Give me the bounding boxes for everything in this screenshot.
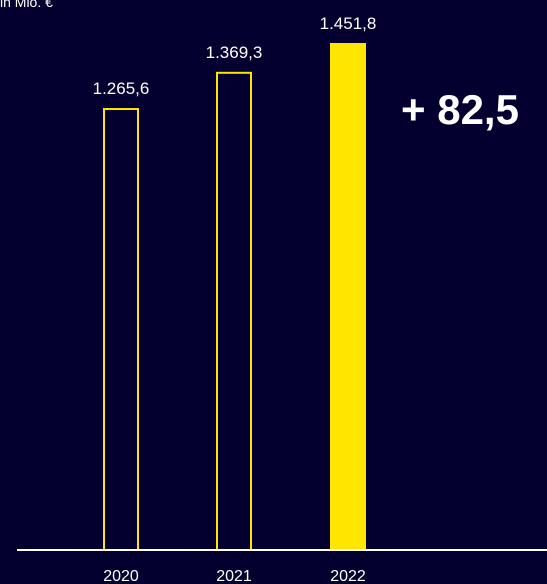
x-tick-label-2021: 2021 xyxy=(216,568,252,584)
bar-2021 xyxy=(216,71,252,551)
delta-label: + 82,5 xyxy=(401,86,519,133)
bars-group: 1.265,6 2020 1.369,3 2021 1.451,8 2022 xyxy=(93,14,377,584)
bar-2020 xyxy=(103,108,139,551)
unit-label: in Mio. € xyxy=(0,0,53,10)
value-label-2020: 1.265,6 xyxy=(93,79,150,98)
value-label-2022: 1.451,8 xyxy=(320,14,377,33)
bar-2022 xyxy=(330,43,366,550)
value-label-2021: 1.369,3 xyxy=(206,43,263,62)
x-tick-label-2020: 2020 xyxy=(103,568,139,584)
x-tick-label-2022: 2022 xyxy=(330,568,366,584)
